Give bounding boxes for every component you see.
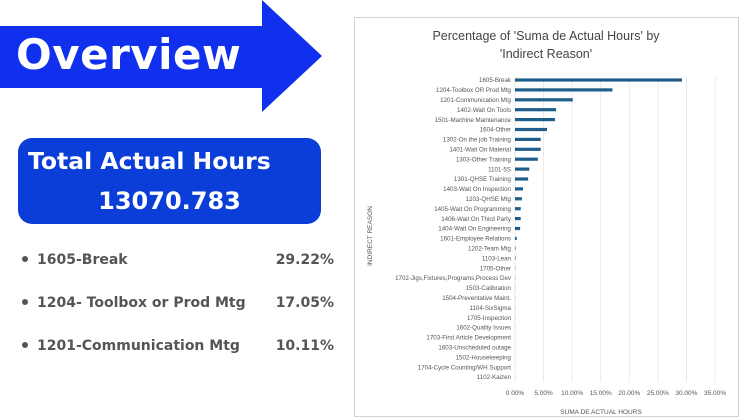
x-tick-label: 25.00% (647, 390, 669, 397)
bar-chart: Percentage of 'Suma de Actual Hours' by … (367, 29, 726, 416)
x-tick-label: 5.00% (534, 390, 553, 397)
category-label: 1301-QHSE Training (454, 176, 512, 183)
bar (515, 256, 516, 260)
total-hours-value: 13070.783 (98, 187, 241, 215)
overview-banner: Overview (0, 0, 330, 120)
x-tick-label: 35.00% (704, 390, 726, 397)
total-hours-card: Total Actual Hours 13070.783 (18, 138, 321, 224)
category-label: 1704-Cycle Counting/WH Support (418, 364, 511, 371)
list-item: 1605-Break 29.22% (22, 250, 340, 270)
category-label: 1501-Machine Maintenance (435, 117, 512, 124)
bar (515, 187, 523, 191)
bullet-icon (22, 342, 28, 348)
chart-title-line-1: Percentage of 'Suma de Actual Hours' by (432, 29, 660, 43)
list-item: 1204- Toolbox or Prod Mtg 17.05% (22, 293, 340, 313)
x-axis-title: SUMA DE ACTUAL HOURS (560, 409, 642, 416)
category-label: 1502-Housekeeping (456, 354, 512, 361)
bar (515, 78, 682, 82)
category-label: 1201-Communication Mtg (440, 97, 511, 104)
bar (515, 177, 529, 181)
top-reasons-list: 1605-Break 29.22% 1204- Toolbox or Prod … (22, 250, 340, 379)
category-label: 1202-Team Mtg (468, 246, 512, 253)
bar (515, 98, 573, 102)
category-label: 1702-Jigs,Fixtures,Programs,Process Dev (395, 275, 512, 282)
category-label: 1203-QHSE Mtg (466, 196, 512, 203)
bar (515, 147, 541, 151)
category-label: 1604-Other (480, 127, 511, 134)
x-tick-label: 10.00% (561, 390, 583, 397)
category-label: 1103-Lean (482, 255, 512, 262)
category-label: 1503-Calibration (466, 285, 512, 292)
page-title: Overview (16, 30, 242, 79)
list-item: 1201-Communication Mtg 10.11% (22, 336, 340, 356)
category-label: 1104-SixSigma (470, 305, 512, 312)
bar (515, 127, 547, 132)
chart-title-line-2: 'Indirect Reason' (500, 47, 592, 61)
category-label: 1603-Unscheduled outage (438, 345, 511, 352)
bar (515, 217, 521, 221)
category-label: 1602-Quality Issues (456, 325, 511, 332)
reason-percent: 29.22% (275, 252, 334, 268)
category-label: 1705-Other (480, 265, 511, 272)
bar (515, 157, 538, 161)
bar (515, 226, 521, 231)
category-label: 1204-Toolbox OR Prod Mtg (436, 87, 512, 94)
category-label: 1403-Wait On Inspection (443, 186, 511, 193)
category-label: 1302-On the job Training (443, 137, 512, 144)
reason-name: 1605-Break (37, 252, 128, 268)
reason-percent: 17.05% (275, 295, 334, 311)
category-label: 1504-Preventative Maint. (442, 295, 511, 302)
category-label: 1102-Kaizen (477, 374, 512, 381)
x-tick-label: 20.00% (618, 390, 640, 397)
y-axis-title: INDIRECT REASON (367, 206, 374, 266)
reason-name: 1204- Toolbox or Prod Mtg (37, 295, 246, 311)
category-label: 1405-Wait On Programming (434, 206, 511, 213)
reason-percent: 10.11% (275, 338, 334, 354)
bullet-icon (22, 256, 28, 262)
chart-panel: Percentage of 'Suma de Actual Hours' by … (354, 17, 739, 417)
reason-name: 1201-Communication Mtg (37, 338, 240, 354)
bar (515, 137, 541, 141)
category-label: 1402-Wait On Tools (457, 107, 511, 114)
category-label: 1404-Wait On Engineering (438, 226, 511, 233)
x-tick-label: 0.00% (506, 390, 525, 397)
x-tick-label: 15.00% (590, 390, 612, 397)
category-label: 1303-Other Training (456, 156, 512, 163)
total-hours-label: Total Actual Hours (28, 147, 271, 175)
bar (515, 197, 522, 201)
category-label: 1601-Employee Relations (440, 236, 511, 243)
category-label: 1605-Break (479, 77, 512, 84)
bar (515, 236, 517, 240)
category-label: 1401-Wait On Material (449, 147, 511, 154)
bar (515, 108, 557, 112)
bar (515, 118, 555, 122)
bullet-icon (22, 299, 28, 305)
bar (515, 167, 530, 171)
category-label: 1406-Wait On Third Party (441, 216, 512, 223)
category-label: 1101-5S (488, 166, 511, 173)
category-label: 1703-First Article Development (426, 335, 511, 342)
bar (515, 88, 613, 92)
category-label: 1705-Inspection (467, 315, 512, 322)
banner-arrow-shape (0, 0, 322, 112)
x-tick-label: 30.00% (675, 390, 697, 397)
bar (515, 246, 516, 250)
bar (515, 207, 521, 211)
